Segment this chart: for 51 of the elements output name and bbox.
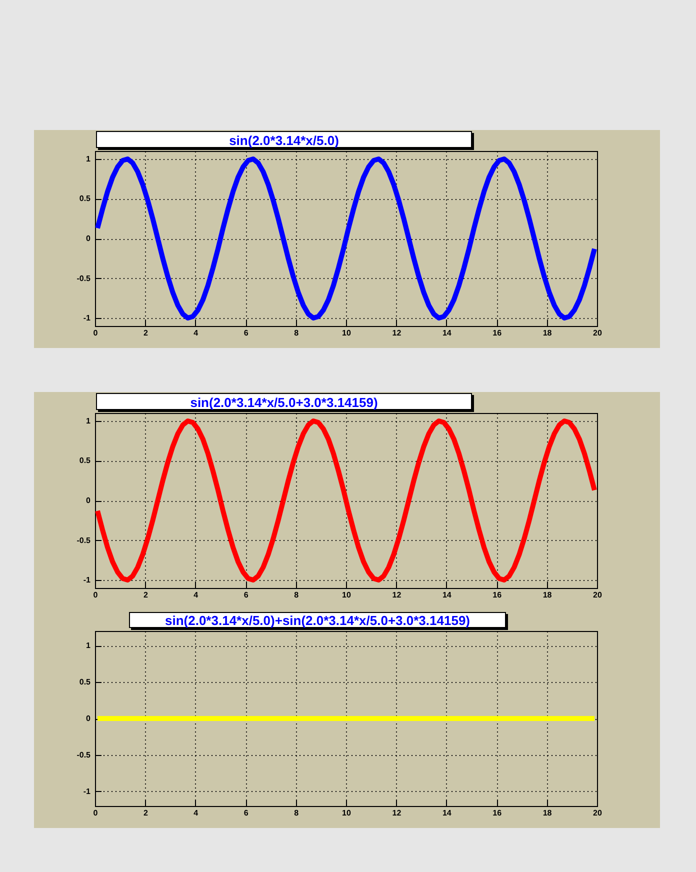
y-tick-label: 0.5: [79, 678, 92, 687]
x-tick-label: 2: [143, 808, 148, 818]
x-tick-label: 0: [93, 328, 98, 338]
x-tick-label: 18: [542, 590, 552, 600]
y-tick-label: -1: [83, 314, 92, 323]
y-tick-label: 0.5: [79, 194, 92, 204]
x-tick-label: 14: [442, 590, 452, 600]
y-tick-label: 0.5: [79, 456, 92, 466]
x-tick-label: 6: [244, 808, 249, 818]
y-tick-label: -0.5: [76, 750, 92, 760]
x-tick-label: 6: [244, 328, 249, 338]
x-tick-label: 10: [342, 328, 352, 338]
x-tick-label: 12: [392, 328, 402, 338]
x-tick-label: 20: [593, 808, 602, 818]
x-tick-label: 0: [93, 808, 98, 818]
x-tick-label: 10: [342, 808, 352, 818]
y-tick-label: 0: [86, 714, 92, 723]
y-tick-label: -1: [83, 786, 92, 796]
y-tick-label: 1: [86, 154, 92, 164]
x-tick-label: 6: [244, 590, 249, 600]
x-tick-label: 8: [294, 808, 300, 818]
y-tick-label: -0.5: [76, 536, 92, 545]
x-tick-label: 0: [93, 590, 98, 600]
x-tick-label: 10: [342, 590, 352, 600]
x-tick-label: 8: [294, 328, 300, 338]
chart-title: sin(2.0*3.14*x/5.0)+sin(2.0*3.14*x/5.0+3.0*3.14159): [165, 613, 470, 628]
x-tick-label: 14: [442, 808, 452, 818]
x-tick-label: 16: [492, 590, 502, 600]
y-tick-label: 0: [86, 234, 92, 243]
x-tick-label: 16: [492, 328, 502, 338]
x-tick-label: 18: [542, 328, 552, 338]
y-tick-label: -1: [83, 576, 92, 585]
y-tick-label: 0: [86, 496, 92, 505]
chart-title: sin(2.0*3.14*x/5.0+3.0*3.14159): [190, 395, 378, 410]
x-tick-label: 18: [542, 808, 552, 818]
x-tick-label: 8: [294, 590, 300, 600]
x-tick-label: 16: [492, 808, 502, 818]
x-tick-label: 4: [194, 590, 199, 600]
y-tick-label: -0.5: [76, 274, 92, 283]
x-tick-label: 4: [194, 328, 199, 338]
x-tick-label: 12: [392, 590, 402, 600]
x-tick-label: 2: [143, 328, 148, 338]
y-tick-label: 1: [86, 416, 92, 426]
x-tick-label: 14: [442, 328, 452, 338]
x-tick-label: 12: [392, 808, 402, 818]
x-tick-label: 4: [194, 808, 199, 818]
y-tick-label: 1: [86, 641, 92, 650]
x-tick-label: 2: [143, 590, 148, 600]
chart-title: sin(2.0*3.14*x/5.0): [229, 133, 339, 148]
x-tick-label: 20: [593, 590, 602, 600]
x-tick-label: 20: [593, 328, 602, 338]
